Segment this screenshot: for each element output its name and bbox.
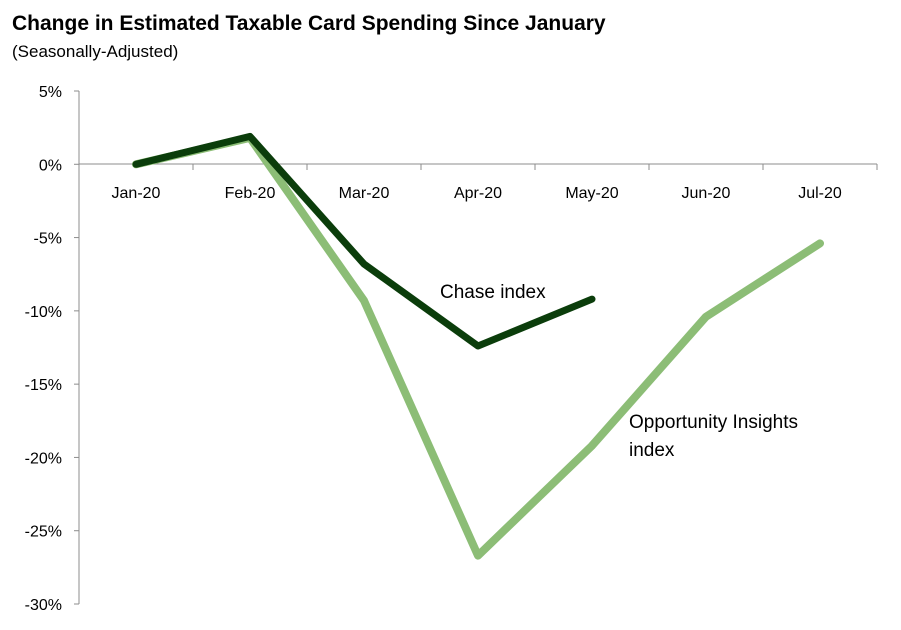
series-label-line: Opportunity Insights: [629, 412, 798, 433]
chart-title: Change in Estimated Taxable Card Spendin…: [12, 12, 606, 35]
series-label-line: index: [629, 440, 675, 461]
x-tick-label: Apr-20: [454, 185, 502, 202]
y-tick-label: -15%: [25, 377, 62, 394]
y-tick-labels: 5% 0% -5% -10% -15% -20% -25% -30%: [25, 84, 62, 614]
y-tick-label: -30%: [25, 597, 62, 614]
x-tick-label: May-20: [565, 185, 618, 202]
y-tick-label: -5%: [34, 231, 62, 248]
y-tick-label: 5%: [39, 84, 62, 101]
series-annotations: Opportunity Insights index Chase index: [440, 282, 798, 461]
x-tick-label: Mar-20: [339, 185, 390, 202]
y-tick-label: -20%: [25, 450, 62, 467]
x-tick-labels: Jan-20 Feb-20 Mar-20 Apr-20 May-20 Jun-20 Jul-…: [112, 185, 842, 202]
series-lines: [132, 132, 824, 560]
y-tick-label: -10%: [25, 304, 62, 321]
x-tick-label: Jan-20: [112, 185, 161, 202]
y-tick-label: -25%: [25, 524, 62, 541]
series-label-line: Chase index: [440, 282, 546, 303]
series-label-opportunity-insights-index: Opportunity Insights index: [629, 412, 798, 461]
axes: [74, 90, 878, 605]
series-line-chase-index: [132, 132, 596, 350]
x-tick-label: Jul-20: [798, 185, 842, 202]
x-tick-label: Feb-20: [225, 185, 276, 202]
series-label-chase-index: Chase index: [440, 282, 546, 303]
chart-subtitle: (Seasonally-Adjusted): [12, 42, 179, 61]
y-tick-label: 0%: [39, 157, 62, 174]
x-tick-label: Jun-20: [682, 185, 731, 202]
